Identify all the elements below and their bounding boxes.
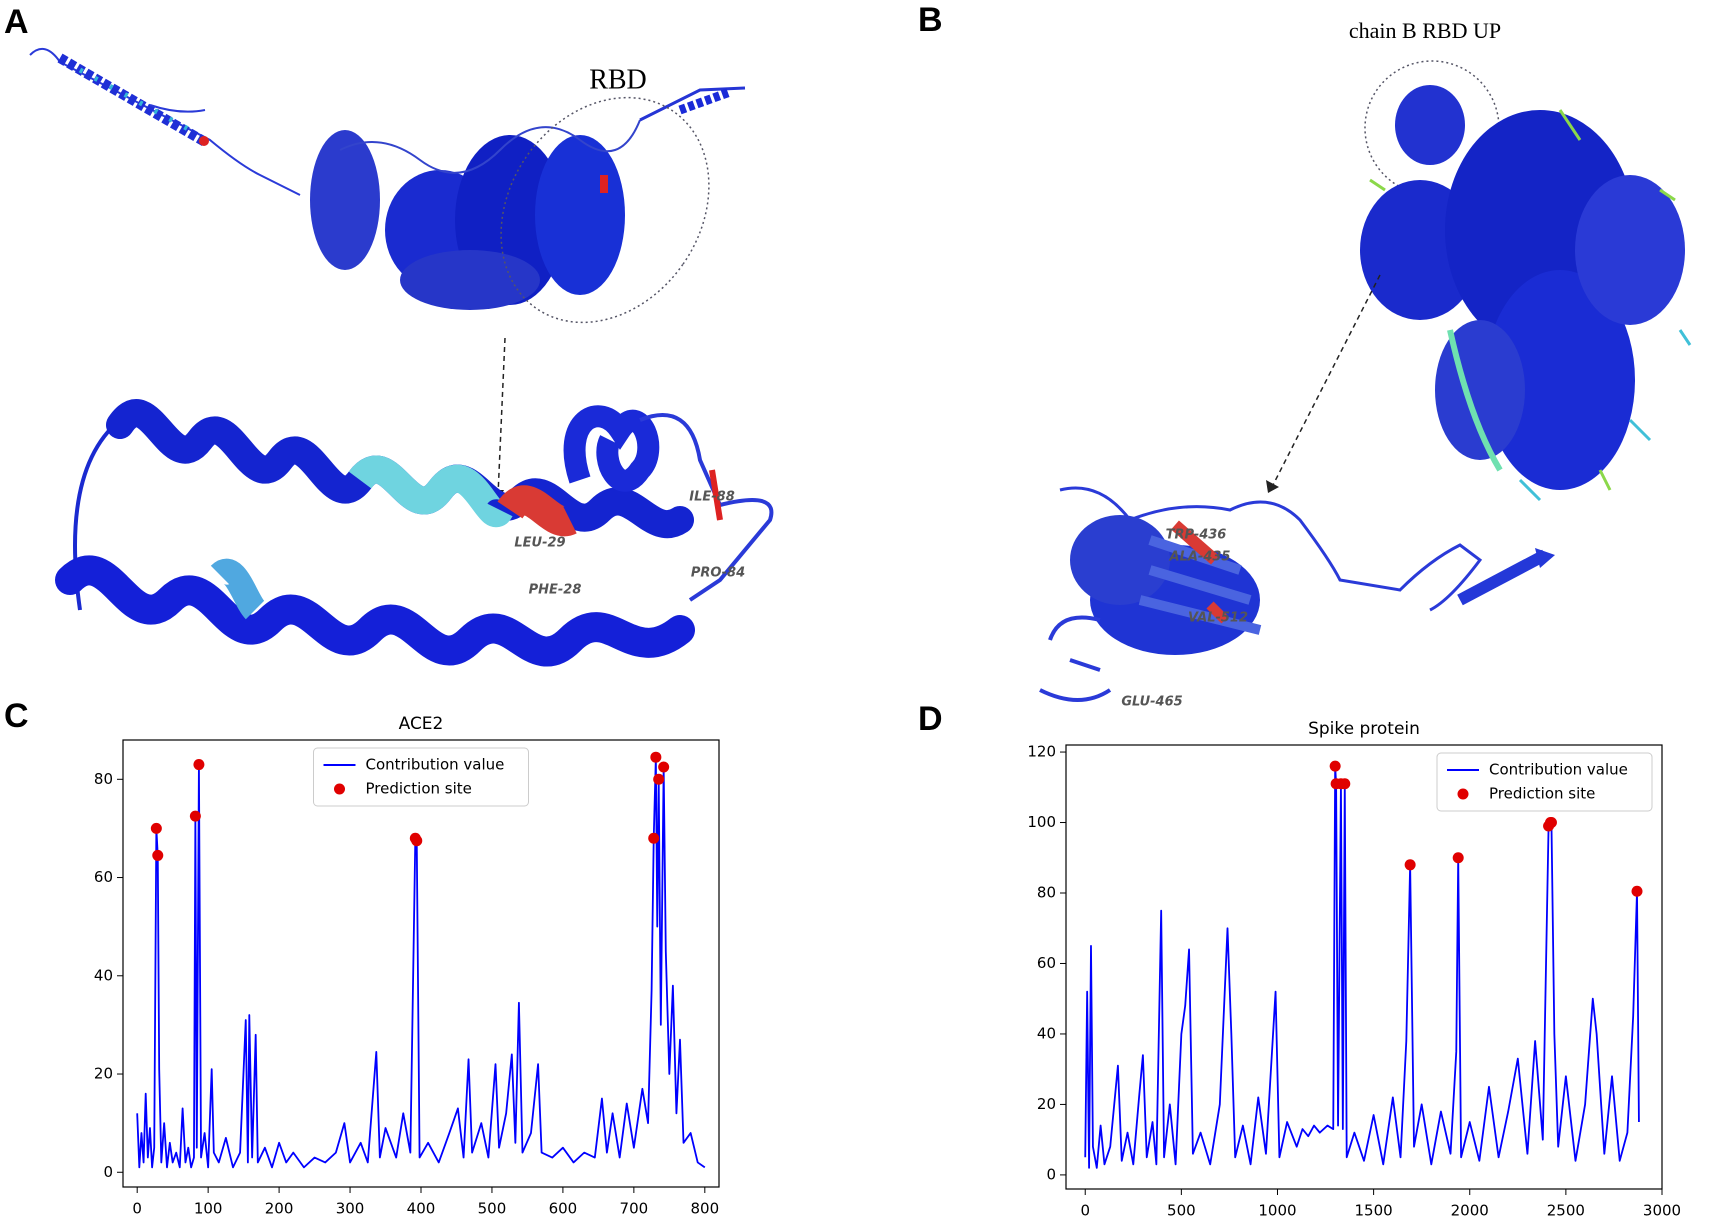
legend-label: Contribution value xyxy=(366,756,505,774)
y-tick-label: 100 xyxy=(1027,813,1056,831)
structure-a-detail xyxy=(55,399,774,667)
chart: ACE2 0 100 200 300 400 500 600 700 800 0 20 40 60 80 Co… xyxy=(94,714,720,1218)
legend-swatch xyxy=(1457,788,1469,800)
residue-label: ILE-88 xyxy=(689,490,735,505)
residue-label: TRP-436 xyxy=(1166,528,1227,543)
residue-label: PRO-84 xyxy=(691,566,745,581)
prediction-point xyxy=(1329,760,1341,772)
chart-title: ACE2 xyxy=(399,714,444,734)
x-tick-label: 2000 xyxy=(1451,1202,1489,1220)
x-tick-label: 0 xyxy=(1080,1202,1090,1220)
x-tick-label: 0 xyxy=(132,1200,142,1218)
data-line xyxy=(136,756,706,1169)
structure-a-overview xyxy=(29,47,746,502)
y-tick-label: 20 xyxy=(1037,1095,1056,1113)
prediction-point xyxy=(658,761,670,773)
residue-label: GLU-465 xyxy=(1121,695,1182,710)
prediction-point xyxy=(648,832,660,844)
axes-frame xyxy=(122,739,720,1188)
x-tick-label: 500 xyxy=(478,1200,507,1218)
prediction-point xyxy=(1452,852,1464,864)
prediction-point xyxy=(193,759,205,771)
panel-label: D xyxy=(918,700,943,738)
legend-box xyxy=(313,747,529,807)
y-tick-label: 0 xyxy=(103,1163,113,1181)
y-tick-label: 0 xyxy=(1046,1165,1056,1183)
y-tick-label: 60 xyxy=(94,868,113,886)
x-tick-label: 600 xyxy=(549,1200,578,1218)
x-tick-label: 1000 xyxy=(1258,1202,1296,1220)
axes-frame xyxy=(1065,744,1663,1190)
x-tick-label: 1500 xyxy=(1355,1202,1393,1220)
y-tick-label: 80 xyxy=(94,770,113,788)
y-tick-label: 20 xyxy=(94,1065,113,1083)
y-tick-label: 40 xyxy=(94,966,113,984)
y-tick-label: 120 xyxy=(1027,743,1056,761)
prediction-point xyxy=(650,751,662,763)
residue-label: PHE-28 xyxy=(529,583,582,598)
legend-label: Contribution value xyxy=(1489,761,1628,779)
prediction-point xyxy=(150,822,162,834)
residue-label: ALA-435 xyxy=(1169,550,1231,565)
residue-label: LEU-29 xyxy=(514,536,565,551)
prediction-point xyxy=(1339,778,1351,790)
region-label: chain B RBD UP xyxy=(1349,18,1501,43)
y-tick-label: 40 xyxy=(1037,1024,1056,1042)
panel-label: B xyxy=(918,1,943,39)
prediction-point xyxy=(1631,885,1643,897)
prediction-point xyxy=(152,849,164,861)
x-tick-label: 2500 xyxy=(1547,1202,1585,1220)
residue-label: VAL-512 xyxy=(1188,611,1248,626)
x-tick-label: 800 xyxy=(690,1200,719,1218)
panel-label: C xyxy=(4,697,29,735)
x-tick-label: 3000 xyxy=(1643,1202,1681,1220)
panel-label: A xyxy=(4,3,29,41)
structure-b-overview xyxy=(1266,60,1692,502)
prediction-point xyxy=(189,810,201,822)
structure-b-detail xyxy=(1039,486,1555,702)
chart-title: Spike protein xyxy=(1308,719,1420,739)
x-tick-label: 200 xyxy=(265,1200,294,1218)
x-tick-label: 100 xyxy=(194,1200,223,1218)
legend-label: Prediction site xyxy=(1489,785,1595,803)
prediction-point xyxy=(411,835,423,847)
prediction-point xyxy=(1545,817,1557,829)
region-label: RBD xyxy=(589,64,647,95)
x-tick-label: 700 xyxy=(620,1200,649,1218)
legend-box xyxy=(1436,752,1653,812)
prediction-point xyxy=(653,773,665,785)
y-tick-label: 80 xyxy=(1037,884,1056,902)
data-line xyxy=(1084,765,1640,1169)
legend-swatch xyxy=(334,783,345,795)
x-tick-label: 500 xyxy=(1167,1202,1196,1220)
prediction-point xyxy=(1404,859,1416,871)
chart: Spike protein 0 500 1000 1500 2000 2500 3000 0 20… xyxy=(1027,719,1681,1220)
x-tick-label: 300 xyxy=(336,1200,365,1218)
x-tick-label: 400 xyxy=(407,1200,436,1218)
legend-label: Prediction site xyxy=(366,780,472,798)
y-tick-label: 60 xyxy=(1037,954,1056,972)
